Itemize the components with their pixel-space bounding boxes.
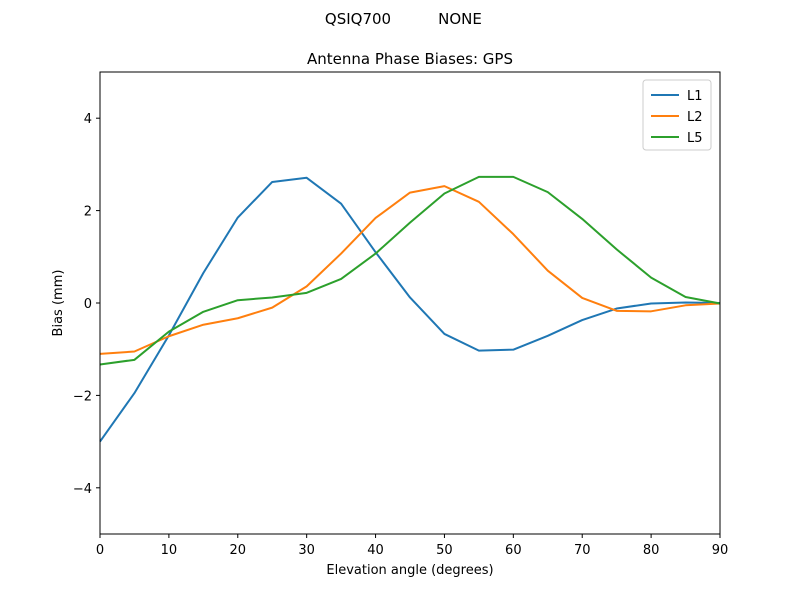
series-line-l1 — [99, 176, 721, 443]
x-tick-label-60: 60 — [505, 543, 522, 558]
suptitle-antenna: QSIQ700 — [325, 10, 391, 28]
x-tick-label-50: 50 — [436, 543, 453, 558]
x-axis-label: Elevation angle (degrees) — [326, 563, 493, 578]
suptitle-radome: NONE — [438, 10, 482, 28]
x-tick-label-80: 80 — [643, 543, 660, 558]
plot-area: 0 10 20 30 40 50 60 70 80 90 −4 −2 0 2 4 L1 L2 L5 — [73, 71, 729, 558]
legend-label-l5: L5 — [687, 131, 703, 146]
y-tick-label-0: −4 — [73, 482, 92, 497]
x-tick-label-70: 70 — [574, 543, 591, 558]
x-tick-label-10: 10 — [161, 543, 178, 558]
x-tick-label-90: 90 — [712, 543, 729, 558]
x-tick-label-30: 30 — [298, 543, 315, 558]
x-tick-label-20: 20 — [230, 543, 247, 558]
y-tick-label-2: 0 — [84, 297, 92, 312]
y-tick-label-3: 2 — [84, 205, 92, 220]
x-tick-label-40: 40 — [367, 543, 384, 558]
x-tick-label-0: 0 — [96, 543, 104, 558]
legend-label-l1: L1 — [687, 89, 703, 104]
series-line-l2 — [99, 185, 721, 355]
y-axis-label: Bias (mm) — [51, 270, 66, 337]
y-tick-label-4: 4 — [84, 112, 92, 127]
series-line-l5 — [99, 175, 721, 366]
chart-title: Antenna Phase Biases: GPS — [307, 50, 513, 68]
y-tick-label-1: −2 — [73, 389, 92, 404]
legend-label-l2: L2 — [687, 110, 703, 125]
